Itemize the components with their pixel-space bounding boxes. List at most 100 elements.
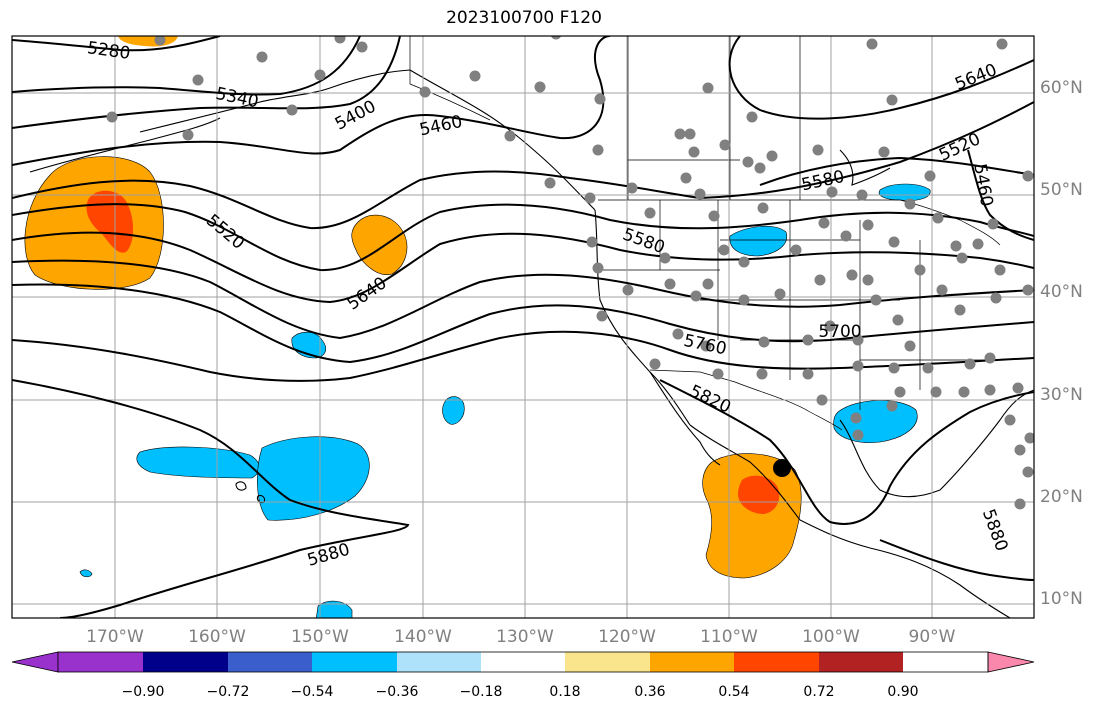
cool-region-bottom [315, 600, 353, 618]
station-dot [930, 386, 942, 398]
station-dot [866, 38, 878, 50]
station-dot [584, 192, 596, 204]
colorbar-tick-label: −0.90 [122, 684, 165, 700]
station-dot [708, 210, 720, 222]
colorbar-outline [57, 651, 989, 673]
station-dot [950, 240, 962, 252]
colorbar-bin [58, 652, 143, 672]
map-background [12, 36, 1034, 618]
station-dot [1022, 170, 1034, 182]
cool-region-subtropics [257, 436, 370, 521]
station-dot [814, 274, 826, 286]
station-dot [922, 362, 934, 374]
station-dot [888, 362, 900, 374]
cool-region-small-2 [442, 396, 465, 425]
station-dot [544, 177, 556, 189]
alaska-canada-border [409, 36, 491, 121]
colorbar-bin [734, 652, 819, 672]
station-dot [680, 172, 692, 184]
colorbar-tick-labels: −0.90 −0.72 −0.54 −0.36 −0.18 0.18 0.36 … [122, 684, 919, 700]
station-dot [932, 212, 944, 224]
contour-5880-main [12, 379, 410, 618]
station-dot [862, 219, 874, 231]
station-dot [694, 188, 706, 200]
station-dot [888, 236, 900, 248]
station-dot [756, 368, 768, 380]
lat-label: 60°N [1040, 78, 1083, 98]
station-dot [659, 252, 671, 264]
station-dot [802, 334, 814, 346]
station-dot [826, 186, 838, 198]
latitude-labels: 10°N 20°N 30°N 40°N 50°N 60°N [1040, 78, 1083, 609]
station-dot [846, 269, 858, 281]
station-dot [626, 182, 638, 194]
station-dot [746, 111, 758, 123]
contour-5400 [12, 36, 401, 129]
colorbar-bin [312, 652, 397, 672]
contour-5880-east [659, 379, 1034, 525]
lon-label: 150°W [291, 627, 349, 647]
station-dot [757, 202, 769, 214]
station-dot [754, 162, 766, 174]
contour-5880-south [879, 539, 1034, 581]
station-dot [994, 264, 1006, 276]
station-dot [154, 36, 166, 46]
station-dot [534, 81, 546, 93]
storm-position-marker [773, 459, 791, 477]
station-dot [672, 328, 684, 340]
station-dot [644, 207, 656, 219]
station-markers [106, 36, 1034, 510]
contour-5520 [12, 101, 1034, 230]
station-dot [594, 93, 606, 105]
lon-label: 160°W [188, 627, 246, 647]
station-dot [984, 384, 996, 396]
longitude-labels: 170°W 160°W 150°W 140°W 130°W 120°W 110°… [86, 627, 956, 647]
cool-region-plains [729, 225, 788, 257]
station-dot [1022, 284, 1034, 296]
station-dot [766, 150, 778, 162]
lon-label: 120°W [598, 627, 656, 647]
cool-region-west-subtropics [136, 446, 260, 479]
station-dot [852, 429, 864, 441]
station-dot [818, 217, 830, 229]
contour-5460-east [967, 149, 1034, 241]
station-dot [758, 336, 770, 348]
contour-5700 [12, 259, 1034, 340]
station-dot [1014, 444, 1026, 456]
station-dot [1014, 498, 1026, 510]
station-dot [106, 111, 118, 123]
station-dot [314, 69, 326, 81]
station-dot [996, 38, 1008, 50]
colorbar [11, 651, 1035, 673]
station-dot [712, 368, 724, 380]
station-dot [878, 146, 890, 158]
alaska-coastline [139, 69, 411, 133]
station-dot [1004, 414, 1016, 426]
colorbar-tick-label: −0.36 [376, 684, 419, 700]
station-dot [192, 74, 204, 86]
contour-5580-east [759, 156, 1034, 186]
colorbar-bin [143, 652, 228, 672]
height-contours [12, 36, 1034, 618]
station-dot [334, 36, 346, 44]
station-dot [256, 51, 268, 63]
map-title: 2023100700 F120 [446, 8, 602, 28]
station-dot [956, 252, 968, 264]
station-dot [690, 290, 702, 302]
station-dot [596, 310, 608, 322]
us-mexico-border [649, 369, 843, 431]
station-dot [824, 320, 836, 332]
station-dot [700, 340, 712, 352]
colorbar-extend-max [987, 651, 1035, 673]
station-dot [904, 198, 916, 210]
coastlines [29, 69, 1034, 618]
colorbar-tick-label: −0.54 [291, 684, 334, 700]
station-dot [850, 412, 862, 424]
map-area [12, 36, 1034, 618]
lon-label: 170°W [86, 627, 144, 647]
station-dot [719, 139, 731, 151]
station-dot [1024, 432, 1034, 444]
station-dot [914, 264, 926, 276]
station-dot [852, 360, 864, 372]
baja-coastline [649, 371, 721, 466]
